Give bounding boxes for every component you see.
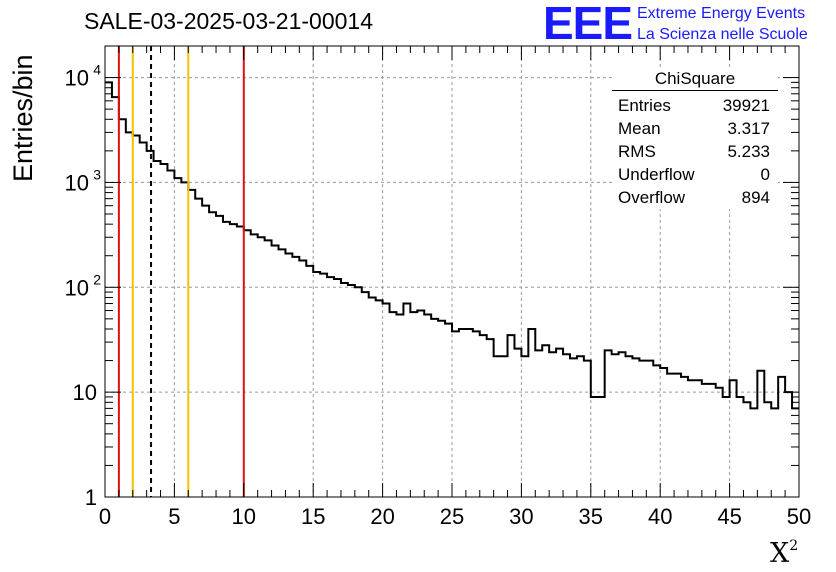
histogram-steps bbox=[105, 81, 799, 410]
stats-value: 3.317 bbox=[727, 119, 770, 138]
y-tick-label-exp: 3 bbox=[93, 166, 101, 182]
stats-row-overflow: Overflow 894 bbox=[612, 186, 778, 209]
stats-row-rms: RMS 5.233 bbox=[612, 140, 778, 163]
stats-row-underflow: Underflow 0 bbox=[612, 163, 778, 186]
y-tick-label: 10 bbox=[65, 170, 89, 195]
eee-logo-mark: EEE bbox=[543, 0, 633, 49]
stats-label: Underflow bbox=[618, 165, 695, 184]
x-tick-label: 10 bbox=[232, 504, 256, 529]
x-axis-label-exp: 2 bbox=[789, 538, 799, 554]
y-tick-label: 10 bbox=[65, 275, 89, 300]
y-axis-label: Entries/bin bbox=[8, 54, 38, 182]
stats-value: 0 bbox=[760, 165, 770, 184]
chart-title: SALE-03-2025-03-21-00014 bbox=[84, 8, 373, 34]
x-tick-label: 25 bbox=[440, 504, 464, 529]
y-tick-label: 10 bbox=[65, 66, 89, 91]
eee-logo: EEE Extreme Energy Events La Scienza nel… bbox=[543, 0, 833, 49]
stats-row-mean: Mean 3.317 bbox=[612, 117, 778, 140]
stats-row-entries: Entries 39921 bbox=[612, 94, 778, 117]
x-axis-label: X2 bbox=[770, 538, 798, 569]
stats-label: Overflow bbox=[618, 188, 686, 207]
x-tick-label: 20 bbox=[370, 504, 394, 529]
x-tick-label: 5 bbox=[168, 504, 180, 529]
x-axis-label-base: X bbox=[770, 538, 790, 569]
x-tick-label: 50 bbox=[787, 504, 811, 529]
x-tick-label: 45 bbox=[717, 504, 741, 529]
stats-label: Entries bbox=[618, 96, 671, 115]
stats-value: 894 bbox=[741, 188, 770, 207]
stats-label: Mean bbox=[618, 119, 661, 138]
x-tick-label: 15 bbox=[301, 504, 325, 529]
stats-box: ChiSquare Entries 39921 Mean 3.317 RMS 5.233 U… bbox=[612, 68, 778, 209]
logo-subtitle-1: Extreme Energy Events bbox=[637, 5, 806, 22]
y-tick-label: 1 bbox=[85, 485, 97, 510]
stats-rows: Entries 39921 Mean 3.317 RMS 5.233 Underflow 0 O… bbox=[612, 94, 778, 209]
logo-subtitle-2: La Scienza nelle Scuole bbox=[637, 26, 808, 43]
x-tick-label: 35 bbox=[579, 504, 603, 529]
stats-label: RMS bbox=[618, 142, 656, 161]
x-tick-label: 30 bbox=[509, 504, 533, 529]
y-tick-label: 10 bbox=[73, 380, 97, 405]
y-tick-label-exp: 4 bbox=[93, 62, 101, 78]
stats-title: ChiSquare bbox=[612, 68, 778, 91]
stats-value: 5.233 bbox=[727, 142, 770, 161]
x-tick-label: 40 bbox=[648, 504, 672, 529]
y-tick-label-exp: 2 bbox=[93, 271, 101, 287]
stats-value: 39921 bbox=[722, 96, 770, 115]
x-tick-label: 0 bbox=[99, 504, 111, 529]
